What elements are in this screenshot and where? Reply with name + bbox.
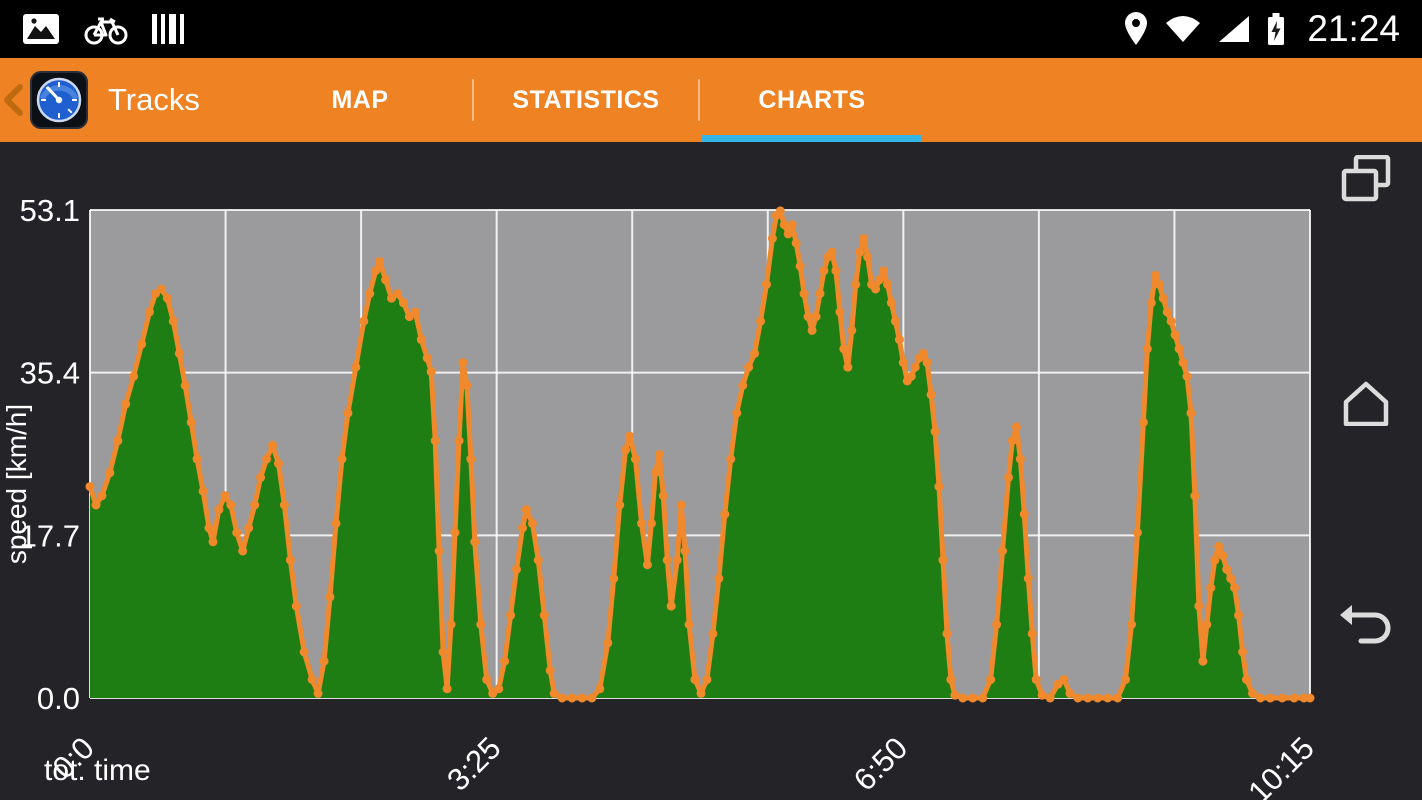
wifi-icon	[1164, 14, 1202, 44]
back-icon	[1340, 605, 1391, 644]
recents-button[interactable]	[1340, 155, 1392, 203]
svg-text:35.4: 35.4	[20, 356, 80, 391]
bike-icon	[84, 13, 128, 45]
svg-text:17.7: 17.7	[20, 518, 80, 553]
action-bar: Tracks MAP STATISTICS CHARTS	[0, 58, 1422, 142]
chart-area: 0.0 17.7 35.4 53.1 0:0 3:25 6:50 10:15 speed [km…	[0, 142, 1422, 800]
status-bar-left	[22, 13, 188, 45]
back-button[interactable]	[1339, 601, 1393, 649]
tab-statistics[interactable]: STATISTICS	[474, 58, 698, 142]
svg-text:tot. time: tot. time	[44, 754, 151, 787]
svg-text:6:50: 6:50	[847, 730, 914, 797]
svg-text:speed [km/h]: speed [km/h]	[1, 404, 32, 564]
signal-icon	[1217, 14, 1251, 44]
tab-separator	[698, 79, 700, 121]
tab-charts[interactable]: CHARTS	[700, 58, 924, 142]
tab-map-label: MAP	[331, 85, 389, 114]
home-button[interactable]	[1338, 378, 1394, 426]
tab-bar: MAP STATISTICS CHARTS	[248, 58, 924, 142]
barcode-icon	[152, 13, 188, 45]
active-tab-indicator	[702, 135, 922, 142]
status-bar-right: 21:24	[1123, 8, 1410, 50]
clock-text: 21:24	[1307, 8, 1400, 49]
home-icon	[1343, 381, 1389, 426]
app-icon[interactable]	[30, 71, 88, 129]
battery-charging-icon	[1266, 12, 1286, 46]
status-bar: 21:24	[0, 0, 1422, 58]
location-icon	[1123, 12, 1149, 46]
tab-separator	[472, 79, 474, 121]
navigation-bar	[1310, 142, 1422, 800]
tab-map[interactable]: MAP	[248, 58, 472, 142]
tab-statistics-label: STATISTICS	[512, 85, 660, 114]
tab-charts-label: CHARTS	[758, 85, 866, 114]
svg-text:53.1: 53.1	[20, 193, 80, 228]
svg-text:0.0: 0.0	[37, 681, 80, 716]
svg-text:10:15: 10:15	[1241, 730, 1321, 800]
svg-text:3:25: 3:25	[440, 730, 507, 797]
page-title: Tracks	[108, 82, 200, 117]
gallery-icon	[22, 13, 60, 45]
up-chevron-icon[interactable]	[0, 58, 26, 142]
recents-icon	[1341, 155, 1391, 202]
